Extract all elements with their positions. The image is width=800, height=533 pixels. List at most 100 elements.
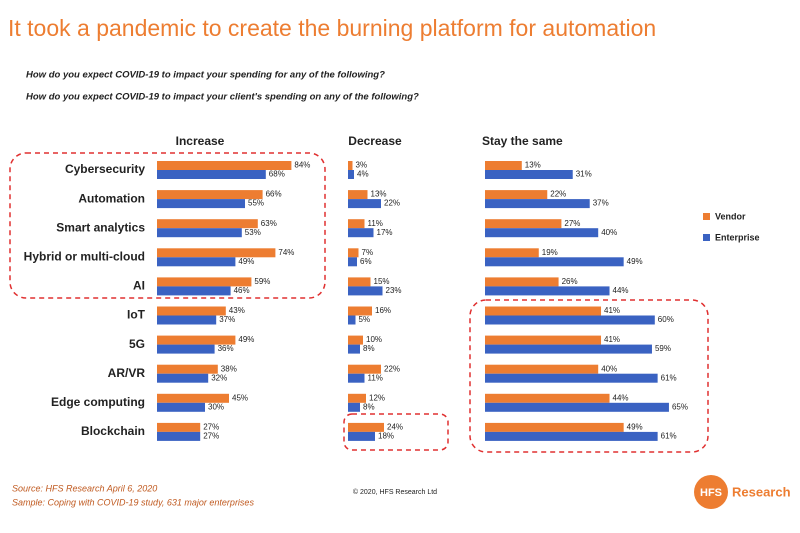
value-label: 15% [374,277,390,286]
category-label: Smart analytics [56,220,145,234]
bar [157,364,218,374]
highlight-box [9,152,326,299]
bar [157,422,201,432]
bar [485,219,562,229]
bar [485,335,602,345]
value-label: 11% [368,373,383,382]
value-label: 8% [363,402,375,411]
category-label: Cybersecurity [65,162,145,176]
value-label: 61% [661,373,677,382]
bar [485,393,610,403]
bar [485,161,522,170]
bar [348,344,360,354]
value-label: 44% [613,286,629,295]
value-label: 31% [576,170,592,179]
bar [157,373,209,383]
bar [348,335,363,345]
bar [157,286,231,296]
value-label: 66% [266,190,282,199]
value-label: 59% [254,277,270,286]
value-label: 8% [363,344,375,353]
value-label: 41% [604,335,620,344]
value-label: 49% [238,257,254,266]
bar [157,402,205,412]
category-label: Hybrid or multi-cloud [24,249,145,263]
bar [348,286,383,296]
value-label: 49% [238,335,254,344]
value-label: 53% [245,228,261,237]
value-label: 3% [356,161,368,170]
brand-text: Research [732,484,791,499]
bar [157,190,263,200]
bar [485,344,652,354]
bar [157,161,292,170]
highlight-box [469,299,709,453]
question: How do you expect COVID-19 to impact you… [26,70,385,81]
value-label: 5% [359,315,371,324]
value-label: 23% [386,286,402,295]
bar [348,161,353,170]
category-label: Automation [78,191,145,205]
bar [157,248,276,258]
value-label: 27% [564,219,580,228]
bar [485,277,559,287]
value-label: 6% [360,257,372,266]
highlight-box [343,413,449,451]
bar [485,170,573,179]
copyright: © 2020, HFS Research Ltd [353,488,437,496]
bar [348,219,365,229]
bar [157,431,201,441]
value-label: 24% [387,423,403,432]
question: How do you expect COVID-19 to impact you… [26,92,419,103]
bar [157,219,258,229]
bar [348,373,365,383]
value-label: 13% [371,190,387,199]
sample-note: Sample: Coping with COVID-19 study, 631 … [12,497,254,507]
bar [485,402,669,412]
legend-label: Vendor [715,211,746,221]
bar [348,306,372,316]
value-label: 17% [377,228,393,237]
value-label: 27% [203,423,219,432]
value-label: 63% [261,219,277,228]
bar [157,277,252,287]
category-label: Blockchain [81,424,145,438]
panel-title: Increase [176,134,225,148]
source-note: Source: HFS Research April 6, 2020 [12,483,157,493]
value-label: 30% [208,402,224,411]
bar [157,393,229,403]
value-label: 68% [269,170,285,179]
value-label: 41% [604,306,620,315]
value-label: 19% [542,248,558,257]
bar [157,306,226,316]
value-label: 59% [655,344,671,353]
value-label: 60% [658,315,674,324]
bar [485,190,548,200]
value-label: 4% [357,170,369,179]
bar [485,199,590,209]
logo-text: HFS [700,487,722,499]
bar [485,373,658,383]
category-label: AI [133,279,145,293]
legend-swatch [703,234,710,241]
bar [348,199,381,209]
value-label: 40% [601,228,617,237]
value-label: 11% [368,219,383,228]
value-label: 46% [234,286,250,295]
category-label: AR/VR [108,366,146,380]
value-label: 84% [294,161,310,170]
bar [485,286,610,296]
value-label: 38% [221,364,237,373]
value-label: 37% [593,199,609,208]
bar [485,431,658,441]
bar [485,228,599,238]
bar [485,315,655,325]
bar [485,422,624,432]
bar [157,257,236,267]
value-label: 36% [218,344,234,353]
value-label: 65% [672,402,688,411]
bar [348,422,384,432]
value-label: 26% [562,277,578,286]
category-label: 5G [129,337,145,351]
